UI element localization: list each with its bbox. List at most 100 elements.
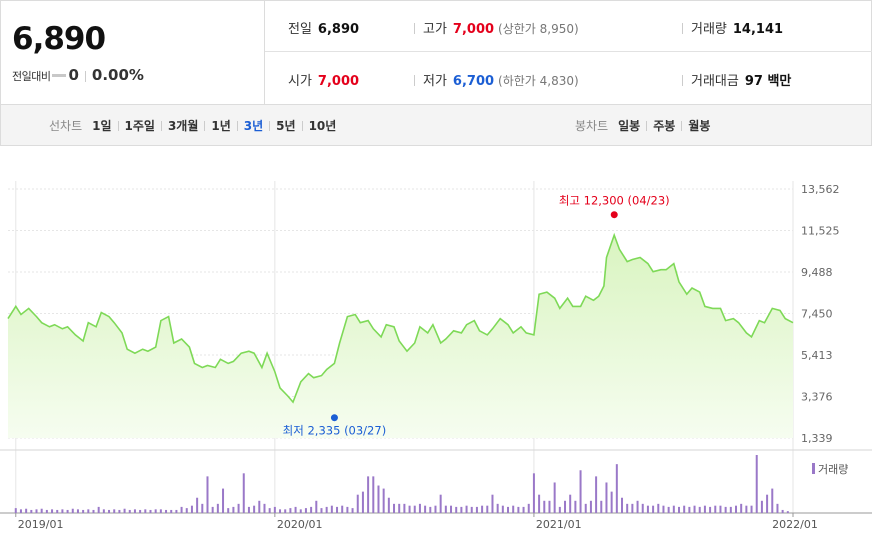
volume-bar bbox=[263, 503, 266, 513]
divider bbox=[160, 121, 162, 131]
volume-bar bbox=[393, 503, 396, 513]
volume-bar bbox=[652, 505, 655, 513]
line-period-button-6[interactable]: 10년 bbox=[308, 119, 337, 133]
volume-value: 14,141 bbox=[732, 22, 784, 37]
current-price: 6,890 bbox=[12, 21, 106, 57]
volume-bar bbox=[180, 506, 183, 513]
candle-period-button-1[interactable]: 주봉 bbox=[653, 119, 676, 133]
volume-bar bbox=[646, 505, 649, 513]
volume-bar bbox=[61, 509, 64, 513]
y-tick-label: 11,525 bbox=[801, 224, 840, 237]
volume-bar bbox=[740, 503, 743, 513]
change-row: 전일대비 0 0.00% bbox=[12, 66, 144, 84]
line-period-button-3[interactable]: 1년 bbox=[211, 119, 231, 133]
volume-bar bbox=[346, 506, 349, 513]
volume-bar bbox=[211, 506, 214, 513]
volume-bar bbox=[569, 494, 572, 513]
volume-bar bbox=[517, 506, 520, 513]
line-period-button-1[interactable]: 1주일 bbox=[124, 119, 155, 133]
volume-bar bbox=[139, 509, 142, 513]
open-price-value: 7,000 bbox=[317, 74, 360, 89]
volume-bar bbox=[361, 491, 364, 513]
volume-bar bbox=[320, 508, 323, 513]
volume-bar bbox=[76, 509, 79, 513]
volume-bar bbox=[475, 506, 478, 513]
high-price: 고가 7,000 (상한가 8,950) bbox=[414, 18, 579, 37]
row-divider bbox=[265, 51, 872, 52]
volume-bar bbox=[66, 509, 69, 513]
line-chart-periods: 선차트 1일 1주일 3개월 1년 3년 5년 10년 bbox=[49, 117, 336, 134]
candle-period-button-0[interactable]: 일봉 bbox=[618, 119, 641, 133]
volume-bar bbox=[128, 509, 131, 513]
volume-bar bbox=[434, 505, 437, 513]
line-period-button-4[interactable]: 3년 bbox=[243, 119, 264, 133]
volume-bar bbox=[185, 508, 188, 513]
volume-bar bbox=[216, 503, 219, 513]
candle-period-button-2[interactable]: 월봉 bbox=[688, 119, 711, 133]
low-price: 저가 6,700 (하한가 4,830) bbox=[414, 70, 579, 89]
volume-bar bbox=[688, 506, 691, 513]
volume-bar bbox=[455, 506, 458, 513]
volume-bar bbox=[781, 509, 784, 513]
divider bbox=[414, 75, 415, 86]
high-price-label: 고가 bbox=[423, 22, 447, 37]
volume-bar bbox=[413, 505, 416, 513]
quote-panel: 6,890 전일대비 0 0.00% 전일 6,890 고가 7,000 (상한가 8,9… bbox=[0, 0, 872, 105]
volume-bar bbox=[227, 508, 230, 513]
volume-bar bbox=[190, 505, 193, 513]
line-period-button-5[interactable]: 5년 bbox=[276, 119, 296, 133]
divider bbox=[646, 121, 648, 131]
volume-bar bbox=[113, 509, 116, 513]
candle-chart-label: 봉차트 bbox=[575, 119, 609, 133]
low-price-label: 저가 bbox=[423, 74, 447, 89]
volume-bar bbox=[82, 509, 85, 513]
line-period-button-2[interactable]: 3개월 bbox=[167, 119, 199, 133]
volume-bar bbox=[284, 509, 287, 513]
volume-bar bbox=[584, 503, 587, 513]
divider bbox=[414, 23, 415, 34]
divider bbox=[682, 75, 683, 86]
volume-bar bbox=[719, 505, 722, 513]
volume-bar bbox=[108, 509, 111, 513]
volume-bar bbox=[237, 503, 240, 513]
open-price: 시가 7,000 bbox=[288, 70, 359, 89]
prev-close: 전일 6,890 bbox=[288, 18, 359, 37]
volume-bar bbox=[149, 509, 152, 513]
low-price-value: 6,700 bbox=[452, 74, 495, 89]
volume-bar bbox=[481, 505, 484, 513]
volume-bar bbox=[154, 509, 157, 513]
volume-bar bbox=[196, 497, 199, 513]
volume-bar bbox=[279, 509, 282, 513]
price-box: 6,890 전일대비 0 0.00% bbox=[1, 1, 265, 105]
volume-bar bbox=[709, 506, 712, 513]
volume-bar bbox=[299, 509, 302, 513]
volume-bar bbox=[304, 508, 307, 513]
volume-bar bbox=[698, 506, 701, 513]
volume-bar bbox=[491, 494, 494, 513]
open-price-label: 시가 bbox=[288, 74, 312, 89]
volume-bar bbox=[662, 505, 665, 513]
volume-bar bbox=[771, 488, 774, 513]
volume-bar bbox=[341, 505, 344, 513]
price-area-fill bbox=[8, 235, 793, 438]
volume-bar bbox=[760, 500, 763, 513]
trade-amount-value: 97 백만 bbox=[744, 74, 792, 89]
volume-bar bbox=[631, 503, 634, 513]
volume-bar bbox=[51, 509, 54, 513]
line-period-button-0[interactable]: 1일 bbox=[92, 119, 112, 133]
volume-bar bbox=[424, 505, 427, 513]
volume-bar bbox=[268, 508, 271, 513]
divider bbox=[204, 121, 206, 131]
volume-bar bbox=[678, 506, 681, 513]
volume-bar bbox=[714, 505, 717, 513]
y-tick-label: 3,376 bbox=[801, 391, 833, 404]
volume-bar bbox=[444, 505, 447, 513]
volume-bar bbox=[258, 500, 261, 513]
volume-bar bbox=[636, 500, 639, 513]
volume-label: 거래량 bbox=[691, 22, 727, 37]
volume-bar bbox=[558, 506, 561, 513]
volume-bar bbox=[92, 509, 95, 513]
x-tick-label: 2022/01 bbox=[772, 518, 818, 531]
volume-bar bbox=[170, 509, 173, 513]
volume-bar bbox=[242, 473, 245, 513]
